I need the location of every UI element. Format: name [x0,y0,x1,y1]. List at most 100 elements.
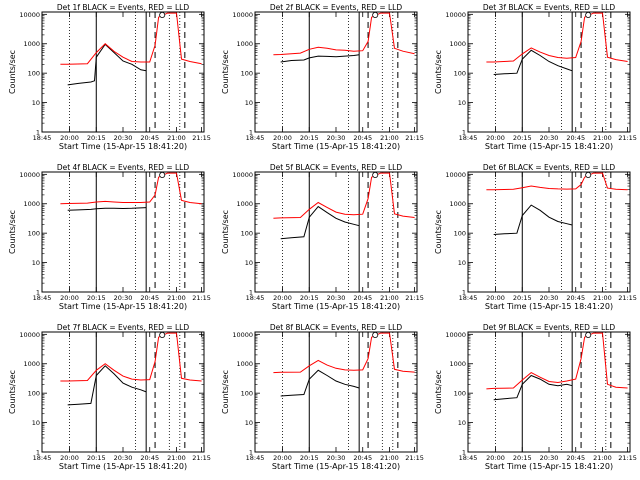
marker-circle [372,11,379,18]
y-tick-label: 10000 [19,171,40,179]
x-tick-label: 20:30 [540,134,559,142]
y-axis-label: Counts/sec [434,370,443,414]
x-tick-label: 20:30 [540,454,559,462]
x-tick-label: 20:00 [60,134,79,142]
panel-title: Det 9f BLACK = Events, RED = LLD [483,323,616,332]
y-tick-label: 1000 [449,360,466,368]
panel-title: Det 2f BLACK = Events, RED = LLD [270,3,403,12]
x-tick-label: 21:15 [618,294,637,302]
y-tick-label: 10 [245,99,253,107]
x-tick-label: 21:00 [380,134,399,142]
x-axis-label: Start Time (15-Apr-15 18:41:20) [59,462,187,471]
series-lld-line [60,332,202,382]
series-lld-line [273,172,415,219]
x-tick-label: 18:45 [246,294,265,302]
y-tick-label: 1 [249,289,253,297]
chart-panel-5: Det 5f BLACK = Events, RED = LLD 1 10 100 10… [221,163,424,311]
y-tick-label: 10000 [19,11,40,19]
y-tick-label: 100 [454,70,466,78]
x-tick-label: 20:00 [273,454,292,462]
y-axis-label: Counts/sec [434,50,443,94]
y-tick-label: 10 [458,259,466,267]
x-tick-label: 20:00 [273,294,292,302]
x-tick-label: 20:15 [87,294,106,302]
series-lld-line [273,332,415,374]
y-axis-label: Counts/sec [221,210,230,254]
x-axis-label: Start Time (15-Apr-15 18:41:20) [272,462,400,471]
y-tick-label: 1000 [23,40,40,48]
x-tick-label: 18:45 [459,454,478,462]
series-events-line [67,43,147,86]
y-tick-label: 1 [249,129,253,137]
chart-panel-4: Det 4f BLACK = Events, RED = LLD 1 10 100 10… [8,163,211,311]
marker-circle [159,331,166,338]
x-tick-label: 20:30 [327,454,346,462]
y-tick-label: 1000 [236,40,253,48]
x-tick-label: 21:00 [593,454,612,462]
x-tick-label: 20:45 [353,294,372,302]
x-tick-label: 18:45 [246,454,265,462]
y-tick-label: 10000 [232,331,253,339]
y-tick-label: 10 [32,419,40,427]
y-tick-label: 10 [32,99,40,107]
x-tick-label: 20:15 [87,454,106,462]
y-axis-label: Counts/sec [434,210,443,254]
y-tick-label: 1 [249,449,253,457]
y-tick-label: 1000 [23,360,40,368]
series-events-line [280,54,360,63]
y-tick-label: 100 [28,70,40,78]
x-tick-label: 20:30 [540,294,559,302]
x-tick-label: 20:00 [486,294,505,302]
x-axis-label: Start Time (15-Apr-15 18:41:20) [59,142,187,151]
marker-circle [585,171,592,178]
y-tick-label: 10000 [232,171,253,179]
x-tick-label: 20:00 [486,134,505,142]
marker-circle [372,171,379,178]
x-tick-label: 20:15 [513,454,532,462]
series-events-line [280,205,360,240]
x-tick-label: 18:45 [459,134,478,142]
x-tick-label: 21:15 [192,294,211,302]
x-tick-label: 21:15 [618,134,637,142]
chart-panel-7: Det 7f BLACK = Events, RED = LLD 1 10 100 10… [8,323,211,471]
marker-circle [159,11,166,18]
x-tick-label: 20:45 [140,454,159,462]
y-tick-label: 100 [28,230,40,238]
panel-title: Det 8f BLACK = Events, RED = LLD [270,323,403,332]
x-tick-label: 20:45 [566,134,585,142]
x-tick-label: 21:00 [167,454,186,462]
x-tick-label: 20:30 [114,134,133,142]
series-events-line [493,374,573,401]
y-tick-label: 100 [28,390,40,398]
y-axis-label: Counts/sec [8,210,17,254]
x-tick-label: 21:00 [380,454,399,462]
x-tick-label: 20:30 [327,134,346,142]
x-tick-label: 20:00 [486,454,505,462]
x-tick-label: 21:15 [192,134,211,142]
x-tick-label: 20:45 [140,134,159,142]
y-tick-label: 100 [454,230,466,238]
x-tick-label: 18:45 [33,134,52,142]
x-tick-label: 21:00 [167,294,186,302]
y-axis-label: Counts/sec [221,370,230,414]
y-tick-label: 10000 [445,171,466,179]
x-tick-label: 20:15 [300,294,319,302]
panel-title: Det 5f BLACK = Events, RED = LLD [270,163,403,172]
y-tick-label: 10000 [445,331,466,339]
x-axis-label: Start Time (15-Apr-15 18:41:20) [272,142,400,151]
y-tick-label: 1 [462,129,466,137]
x-tick-label: 18:45 [33,454,52,462]
marker-circle [585,331,592,338]
x-tick-label: 21:15 [405,294,424,302]
chart-panel-6: Det 6f BLACK = Events, RED = LLD 1 10 100 10… [434,163,637,311]
x-tick-label: 21:15 [192,454,211,462]
panel-title: Det 3f BLACK = Events, RED = LLD [483,3,616,12]
x-axis-label: Start Time (15-Apr-15 18:41:20) [485,462,613,471]
y-tick-label: 1000 [23,200,40,208]
series-events-line [67,365,147,406]
x-tick-label: 21:15 [618,454,637,462]
y-tick-label: 1 [462,449,466,457]
panel-title: Det 7f BLACK = Events, RED = LLD [57,323,190,332]
y-tick-label: 1 [36,449,40,457]
y-tick-label: 10000 [445,11,466,19]
